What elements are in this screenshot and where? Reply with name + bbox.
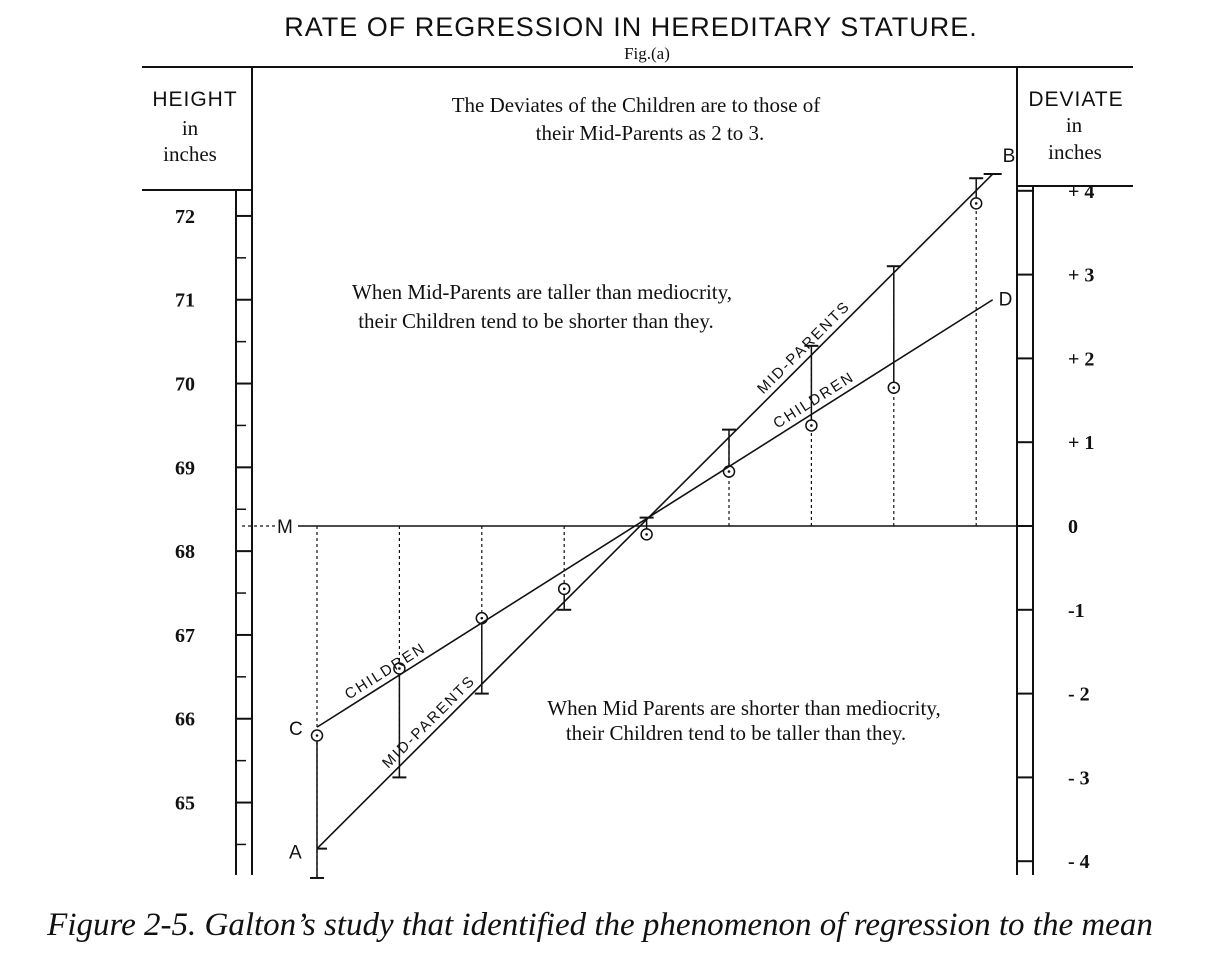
top-note-line1: The Deviates of the Children are to thos… (452, 93, 821, 117)
axis-ticks: 72 71 70 69 68 67 66 65 + 4 + 3 + 2 + 1 0 -1 - 2 - 3 - 4 (175, 181, 1094, 873)
upper-note-line2: their Children tend to be shorter than t… (358, 309, 714, 333)
series-end-label: D (999, 290, 1013, 311)
right-axis-header-line2: in (1066, 113, 1083, 137)
figure-label: Fig.(a) (624, 44, 670, 63)
chart-frame (142, 66, 1133, 875)
series-start-label: A (289, 843, 302, 864)
upper-note-line1: When Mid-Parents are taller than mediocr… (352, 280, 732, 304)
right-axis-header: DEVIATE (1028, 88, 1123, 111)
series-end-label: B (1003, 146, 1016, 167)
left-tick-label: 72 (175, 206, 195, 228)
right-tick-label: -1 (1068, 600, 1085, 622)
series-label: CHILDREN (342, 639, 429, 703)
series-label: MID-PARENTS (379, 672, 479, 772)
child-point-center (974, 202, 978, 205)
right-tick-label: + 1 (1068, 432, 1094, 454)
right-tick-label: + 2 (1068, 348, 1094, 370)
child-point-center (480, 616, 484, 620)
plot-area: MABCDMID-PARENTSCHILDRENCHILDRENMID-PARE… (242, 146, 1017, 879)
child-point-center (727, 470, 731, 473)
lower-note-line1: When Mid Parents are shorter than medioc… (547, 696, 940, 720)
figure-caption: Figure 2-5. Galton’s study that identifi… (46, 907, 1153, 943)
right-axis-header-line3: inches (1048, 140, 1102, 164)
child-point-center (562, 587, 566, 591)
right-tick-label: - 2 (1068, 684, 1090, 706)
child-point-center (398, 667, 401, 670)
left-axis-header-line3: inches (163, 142, 217, 166)
children-line (316, 299, 994, 728)
figure-title: RATE OF REGRESSION IN HEREDITARY STATURE… (284, 12, 978, 42)
left-tick-label: 68 (175, 541, 195, 563)
child-point-center (810, 424, 813, 427)
right-tick-label: 0 (1068, 516, 1078, 538)
left-tick-label: 67 (175, 625, 195, 647)
series-label-group: CHILDREN (342, 639, 429, 703)
left-tick-label: 70 (175, 374, 195, 396)
mediocrity-label: M (277, 517, 293, 538)
child-point-center (315, 734, 319, 737)
right-tick-label: + 3 (1068, 265, 1094, 287)
left-axis-header: HEIGHT (152, 88, 237, 111)
child-point-center (892, 386, 896, 390)
mid-parents-line (316, 173, 994, 850)
left-axis-header-line2: in (182, 116, 199, 140)
series-label-group: MID-PARENTS (379, 672, 479, 772)
right-tick-label: + 4 (1068, 181, 1094, 203)
right-tick-label: - 4 (1068, 851, 1090, 873)
left-tick-label: 65 (175, 793, 195, 815)
top-note-line2: their Mid-Parents as 2 to 3. (536, 121, 765, 145)
right-tick-label: - 3 (1068, 767, 1090, 789)
left-tick-label: 71 (175, 290, 195, 312)
left-tick-label: 66 (175, 709, 195, 731)
left-tick-label: 69 (175, 457, 195, 479)
lower-note-line2: their Children tend to be taller than th… (566, 721, 906, 745)
child-point-center (645, 533, 648, 536)
series-start-label: C (289, 719, 303, 740)
